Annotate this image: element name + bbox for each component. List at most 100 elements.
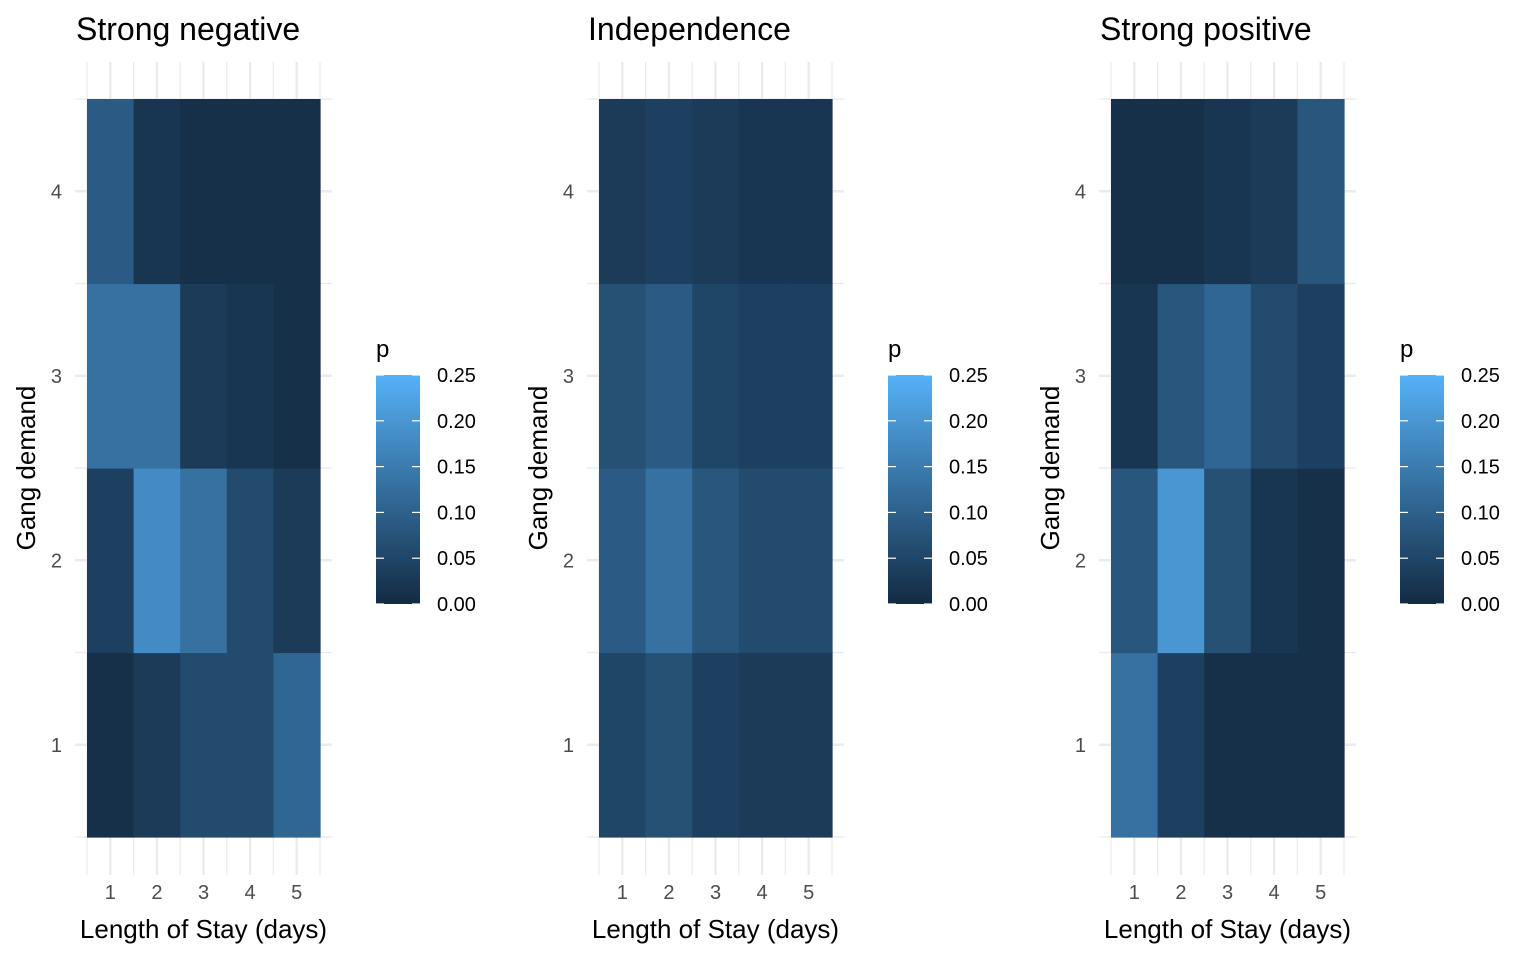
x-tick-label: 2 (1175, 882, 1186, 904)
y-tick-label: 3 (563, 366, 574, 388)
heatmap-tile (133, 468, 181, 654)
heatmap-tile (1204, 468, 1252, 654)
heatmap-tile (785, 468, 833, 654)
x-tick-label: 1 (105, 882, 116, 904)
heatmap-tile (273, 468, 321, 654)
x-tick-label: 3 (1222, 882, 1233, 904)
y-tick-label: 1 (563, 735, 574, 757)
legend: p 0.00 0.05 0.10 0.15 0.20 0.25 (1400, 336, 1500, 616)
x-tick-label: 4 (757, 882, 768, 904)
heatmap-tile (692, 99, 740, 285)
heatmap-tile (273, 652, 321, 838)
heatmap-tile (645, 99, 693, 285)
legend-title: p (1400, 336, 1413, 363)
heatmap-tile (226, 283, 274, 469)
legend-tick-label: 0.15 (437, 457, 476, 479)
x-tick-label: 2 (151, 882, 162, 904)
heatmap-tile (180, 468, 228, 654)
heatmap-tile (599, 99, 647, 285)
heatmap-tile (1157, 652, 1205, 838)
heatmap-tile (1157, 283, 1205, 469)
heatmap-tile (1297, 468, 1345, 654)
legend-tick-label: 0.20 (437, 411, 476, 433)
x-tick-label: 3 (198, 882, 209, 904)
heatmap-tile (1111, 468, 1159, 654)
heatmap-tile (1204, 283, 1252, 469)
x-tick-label: 5 (291, 882, 302, 904)
heatmap-tile (273, 283, 321, 469)
x-tick-label: 4 (245, 882, 256, 904)
heatmap-tile (599, 283, 647, 469)
legend-tick-label: 0.10 (949, 502, 988, 524)
heatmap-tile (645, 283, 693, 469)
legend-tick-label: 0.20 (1461, 411, 1500, 433)
heatmap-tile (226, 468, 274, 654)
heatmap-tile (1250, 283, 1298, 469)
legend-title: p (376, 336, 389, 363)
heatmap-tile (1157, 468, 1205, 654)
legend: p 0.00 0.05 0.10 0.15 0.20 0.25 (888, 336, 988, 616)
heatmap-tile (599, 652, 647, 838)
heatmap-tiles (1111, 99, 1345, 838)
x-axis-title: Length of Stay (days) (1104, 914, 1351, 944)
x-tick-label: 3 (710, 882, 721, 904)
y-tick-label: 1 (1075, 735, 1086, 757)
panel-2: Independence 1 2 3 4 5 1 2 3 4 Length of Stay (day… (523, 11, 988, 944)
heatmap-tile (785, 283, 833, 469)
heatmap-tile (180, 652, 228, 838)
x-tick-label: 1 (617, 882, 628, 904)
heatmap-tile (785, 652, 833, 838)
panel-title: Strong negative (76, 11, 300, 47)
heatmap-tile (1204, 99, 1252, 285)
legend-colorbar (376, 375, 420, 604)
y-tick-label: 1 (51, 735, 62, 757)
heatmap-tile (87, 99, 135, 285)
heatmap-tile (133, 283, 181, 469)
heatmap-tile (133, 652, 181, 838)
panel-3: Strong positive 1 2 3 4 5 1 2 3 4 Length of Stay (… (1035, 11, 1500, 944)
legend-tick-label: 0.20 (949, 411, 988, 433)
heatmap-tile (599, 468, 647, 654)
legend-colorbar (888, 375, 932, 604)
heatmap-tile (226, 99, 274, 285)
heatmap-tile (87, 283, 135, 469)
x-tick-label: 2 (663, 882, 674, 904)
heatmap-tile (692, 652, 740, 838)
legend-tick-label: 0.25 (1461, 365, 1500, 387)
legend-tick-label: 0.05 (437, 548, 476, 570)
heatmap-tile (226, 652, 274, 838)
legend-tick-label: 0.00 (1461, 594, 1500, 616)
heatmap-tile (87, 652, 135, 838)
x-tick-label: 5 (1315, 882, 1326, 904)
y-tick-label: 4 (1075, 181, 1086, 203)
y-axis-title: Gang demand (523, 386, 553, 551)
x-axis-title: Length of Stay (days) (592, 914, 839, 944)
heatmap-tile (645, 468, 693, 654)
panel-1: Strong negative 1 2 3 4 5 1 2 3 4 Length of Stay (… (11, 11, 476, 944)
y-axis-title: Gang demand (1035, 386, 1065, 551)
heatmap-tiles (599, 99, 833, 838)
y-tick-label: 3 (1075, 366, 1086, 388)
legend-tick-label: 0.25 (949, 365, 988, 387)
heatmap-tile (1297, 99, 1345, 285)
legend: p 0.00 0.05 0.10 0.15 0.20 0.25 (376, 336, 476, 616)
heatmap-tile (738, 283, 786, 469)
y-tick-label: 2 (563, 550, 574, 572)
legend-title: p (888, 336, 901, 363)
heatmap-tile (785, 99, 833, 285)
heatmap-tile (180, 283, 228, 469)
heatmap-tile (738, 468, 786, 654)
y-tick-label: 4 (563, 181, 574, 203)
y-tick-label: 2 (1075, 550, 1086, 572)
heatmap-tile (180, 99, 228, 285)
heatmap-tile (738, 99, 786, 285)
heatmap-tile (1204, 652, 1252, 838)
y-tick-label: 2 (51, 550, 62, 572)
x-axis-title: Length of Stay (days) (80, 914, 327, 944)
panel-title: Independence (588, 11, 791, 47)
legend-tick-label: 0.15 (949, 457, 988, 479)
panel-title: Strong positive (1100, 11, 1312, 47)
heatmap-tile (692, 468, 740, 654)
legend-tick-label: 0.00 (437, 594, 476, 616)
